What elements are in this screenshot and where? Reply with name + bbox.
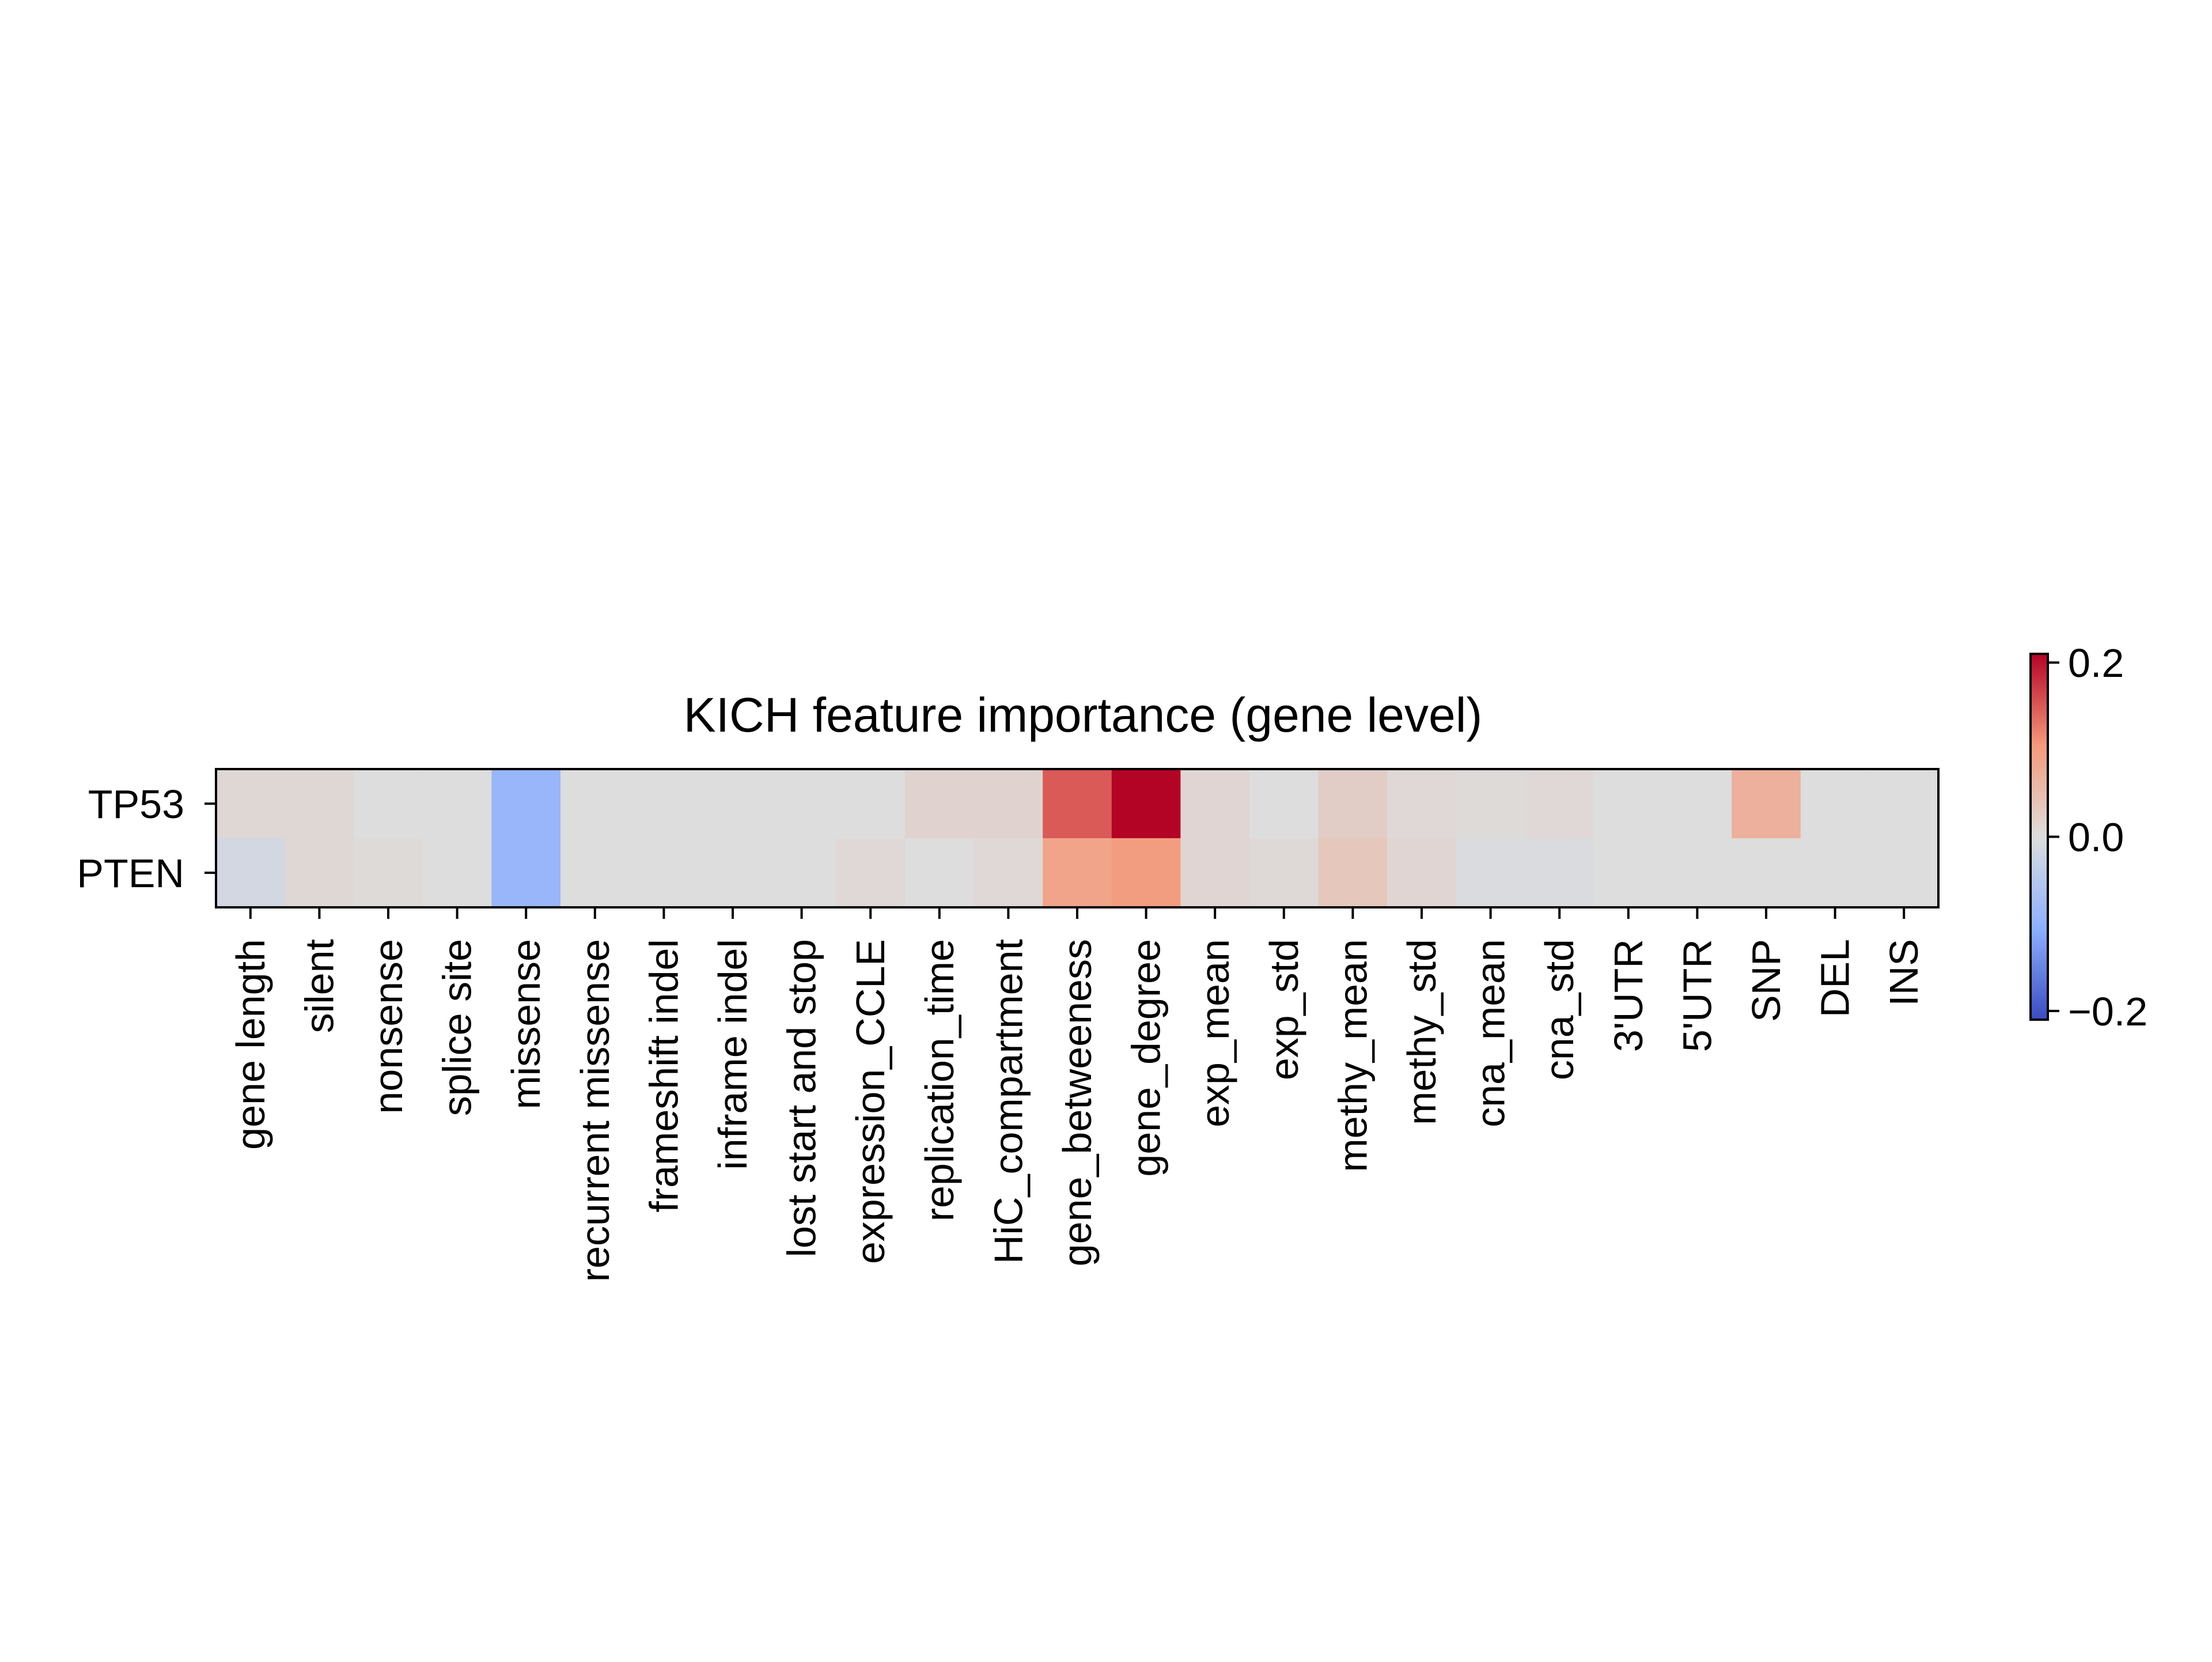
column-label: exp_mean xyxy=(1192,939,1237,1127)
column-label: nonsense xyxy=(366,939,411,1114)
colorbar: 0.2 0.0 −0.2 xyxy=(2029,641,2147,1034)
colorbar-tick-label: 0.0 xyxy=(2068,815,2124,860)
heatmap-cell xyxy=(767,769,836,839)
heatmap-cell xyxy=(1594,769,1664,839)
heatmap-cell xyxy=(1249,838,1319,908)
heatmap-cell xyxy=(1732,838,1801,908)
heatmap-cell xyxy=(285,838,354,908)
heatmap-cell xyxy=(698,838,768,908)
column-label: INS xyxy=(1881,939,1926,1006)
colorbar-ticks: 0.2 0.0 −0.2 xyxy=(2048,641,2147,1034)
heatmap-cell xyxy=(974,769,1043,839)
column-label: lost start and stop xyxy=(779,939,824,1258)
row-labels: TP53 PTEN xyxy=(77,782,216,896)
column-label: HiC_compartment xyxy=(986,939,1031,1264)
row-label: PTEN xyxy=(77,851,184,896)
column-label: recurrent missense xyxy=(573,939,618,1282)
column-label: inframe indel xyxy=(710,939,755,1170)
column-label: exp_std xyxy=(1262,939,1306,1080)
column-label: missense xyxy=(503,939,548,1110)
column-label: gene_degree xyxy=(1124,939,1169,1177)
heatmap-cell xyxy=(1456,769,1525,839)
heatmap-cell xyxy=(1318,838,1388,908)
heatmap-cell xyxy=(905,769,975,839)
heatmap-cell xyxy=(1869,838,1939,908)
heatmap-cell xyxy=(629,838,699,908)
heatmap-cell xyxy=(216,769,286,839)
column-labels: gene length silent nonsense splice site miss… xyxy=(228,907,1926,1282)
column-label: splice site xyxy=(435,939,480,1116)
heatmap-cell xyxy=(1732,769,1801,839)
heatmap-cell xyxy=(836,769,906,839)
column-label: silent xyxy=(297,939,342,1033)
plot-frame xyxy=(215,768,1940,908)
heatmap-cell xyxy=(1043,838,1112,908)
heatmap-cell xyxy=(1249,769,1319,839)
row-label: TP53 xyxy=(88,782,184,827)
heatmap-cell xyxy=(1318,769,1388,839)
heatmap-cell xyxy=(1180,769,1250,839)
heatmap-cell xyxy=(1043,769,1112,839)
heatmap-cell xyxy=(836,838,906,908)
heatmap-cells xyxy=(216,769,1939,908)
heatmap-cell xyxy=(1387,838,1457,908)
heatmap-cell xyxy=(1800,769,1870,839)
heatmap-cell xyxy=(491,769,561,839)
heatmap-cell xyxy=(354,769,423,839)
column-label: 5'UTR xyxy=(1675,939,1719,1052)
heatmap-cell xyxy=(698,769,768,839)
column-label: cna_std xyxy=(1537,939,1582,1080)
column-label: cna_mean xyxy=(1468,939,1513,1127)
heatmap-cell xyxy=(1387,769,1457,839)
column-label: gene length xyxy=(228,939,273,1150)
heatmap-cell xyxy=(1869,769,1939,839)
heatmap-cell xyxy=(216,838,286,908)
heatmap-cell xyxy=(1525,769,1594,839)
heatmap-cell xyxy=(974,838,1043,908)
heatmap-cell xyxy=(491,838,561,908)
column-label: SNP xyxy=(1744,939,1789,1022)
heatmap-cell xyxy=(1594,838,1664,908)
column-label: gene_betweeness xyxy=(1055,939,1100,1266)
heatmap-cell xyxy=(905,838,975,908)
heatmap-cell xyxy=(354,838,423,908)
column-label: replication_time xyxy=(917,939,962,1221)
column-label: DEL xyxy=(1813,939,1858,1017)
heatmap-cell xyxy=(560,838,630,908)
heatmap-cell xyxy=(1525,838,1594,908)
heatmap-cell xyxy=(767,838,836,908)
colorbar-tick-label: 0.2 xyxy=(2068,641,2124,686)
heatmap-cell xyxy=(1180,838,1250,908)
column-label: methy_mean xyxy=(1330,939,1375,1172)
colorbar-gradient xyxy=(2029,653,2049,1021)
heatmap-cell xyxy=(560,769,630,839)
heatmap-cell xyxy=(1111,769,1181,839)
heatmap-cell xyxy=(1662,769,1732,839)
column-label: 3'UTR xyxy=(1606,939,1651,1052)
column-label: expression_CCLE xyxy=(848,939,893,1264)
heatmap-cell xyxy=(285,769,354,839)
heatmap-cell xyxy=(1662,838,1732,908)
colorbar-tick-label: −0.2 xyxy=(2068,989,2147,1034)
chart-title: KICH feature importance (gene level) xyxy=(684,688,1483,742)
heatmap-cell xyxy=(422,769,492,839)
heatmap-cell xyxy=(629,769,699,839)
column-label: methy_std xyxy=(1399,939,1444,1125)
heatmap-cell xyxy=(1456,838,1525,908)
column-label: frameshift indel xyxy=(641,939,686,1213)
heatmap-cell xyxy=(422,838,492,908)
heatmap-cell xyxy=(1800,838,1870,908)
heatmap-cell xyxy=(1111,838,1181,908)
